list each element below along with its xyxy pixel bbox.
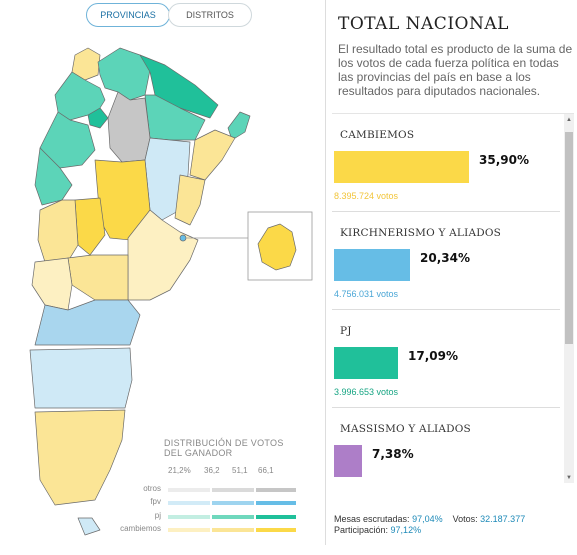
map-legend: DISTRIBUCIÓN DE VOTOS DEL GANADOR 21,2% …	[106, 436, 306, 536]
caba-inset-shape[interactable]	[257, 223, 297, 271]
province-chubut[interactable]	[29, 347, 133, 409]
votos-label: Votos:	[452, 514, 478, 524]
legend-tick: 51,1	[232, 466, 248, 475]
party-name: KIRCHNERISMO Y ALIADOS	[340, 227, 502, 239]
party-percentage: 35,90%	[479, 153, 529, 167]
province-san-luis[interactable]	[74, 197, 106, 256]
party-name: PJ	[340, 325, 352, 337]
map-panel: PROVINCIAS DISTRITOS	[29, 3, 313, 536]
legend-row-pj: pj	[154, 511, 161, 520]
province-la-pampa[interactable]	[67, 254, 129, 301]
legend-swatch	[212, 528, 254, 532]
legend-row-cambiemos: cambiemos	[120, 524, 161, 533]
legend-swatch	[168, 515, 210, 519]
province-misiones[interactable]	[227, 111, 251, 141]
party-name: MASSISMO Y ALIADOS	[340, 423, 471, 435]
scroll-down-arrow-icon[interactable]: ▼	[566, 475, 572, 481]
party-row-pj: PJ 17,09% 3.996.653 votos	[332, 310, 560, 408]
province-salta[interactable]	[97, 47, 151, 101]
province-san-juan[interactable]	[34, 147, 73, 206]
legend-swatch	[212, 488, 254, 492]
legend-tick: 66,1	[258, 466, 274, 475]
party-percentage: 17,09%	[408, 349, 458, 363]
distritos-toggle[interactable]: DISTRITOS	[168, 3, 252, 27]
party-votes: 4.756.031 votos	[334, 289, 399, 299]
party-bar	[334, 249, 410, 281]
legend-swatch	[256, 501, 296, 505]
province-corrientes[interactable]	[189, 129, 236, 181]
province-buenos-aires[interactable]	[127, 209, 199, 301]
province-neuquen[interactable]	[31, 257, 73, 311]
panel-divider	[325, 0, 326, 545]
legend-swatch	[212, 515, 254, 519]
results-description: El resultado total es producto de la sum…	[338, 42, 573, 98]
legend-tick: 21,2%	[168, 466, 191, 475]
province-santiago-del-estero[interactable]	[107, 91, 151, 163]
party-votes: 3.996.653 votos	[334, 387, 399, 397]
province-santa-cruz[interactable]	[34, 409, 126, 506]
results-scrollbar[interactable]: ▲ ▼	[564, 114, 574, 483]
party-percentage: 7,38%	[372, 447, 414, 461]
results-panel: TOTAL NACIONAL El resultado total es pro…	[326, 0, 577, 555]
province-mendoza[interactable]	[37, 199, 79, 263]
mesas-label: Mesas escrutadas:	[334, 514, 410, 524]
legend-row-fpv: fpv	[150, 497, 161, 506]
province-tierra-del-fuego[interactable]	[77, 517, 101, 536]
party-votes: 8.395.724 votos	[334, 191, 399, 201]
legend-title: DISTRIBUCIÓN DE VOTOS DEL GANADOR	[164, 438, 284, 458]
party-bar	[334, 151, 469, 183]
argentina-map	[29, 47, 313, 536]
legend-swatch	[256, 488, 296, 492]
party-percentage: 20,34%	[420, 251, 470, 265]
legend-swatch	[168, 488, 210, 492]
legend-swatch	[168, 501, 210, 505]
party-row-cambiemos: CAMBIEMOS 35,90% 8.395.724 votos	[332, 114, 560, 212]
province-la-rioja[interactable]	[39, 111, 96, 169]
participacion-label: Participación:	[334, 525, 389, 535]
results-title: TOTAL NACIONAL	[338, 14, 509, 34]
party-bar	[334, 347, 398, 379]
province-rio-negro[interactable]	[34, 299, 141, 346]
party-row-kirchnerismo: KIRCHNERISMO Y ALIADOS 20,34% 4.756.031 …	[332, 212, 560, 310]
legend-swatch	[212, 501, 254, 505]
scroll-thumb[interactable]	[565, 132, 573, 344]
mesas-value: 97,04%	[412, 514, 443, 524]
legend-tick: 36,2	[204, 466, 220, 475]
legend-swatch	[168, 528, 210, 532]
scroll-up-arrow-icon[interactable]: ▲	[566, 117, 572, 123]
province-entre-rios[interactable]	[174, 174, 206, 226]
province-formosa[interactable]	[139, 54, 219, 119]
results-list[interactable]: CAMBIEMOS 35,90% 8.395.724 votos KIRCHNE…	[332, 113, 574, 483]
legend-swatch	[256, 528, 296, 532]
legend-swatch	[256, 515, 296, 519]
party-row-massismo: MASSISMO Y ALIADOS 7,38%	[332, 408, 560, 483]
party-bar	[334, 445, 362, 477]
participacion-value: 97,12%	[390, 525, 422, 535]
provincias-toggle[interactable]: PROVINCIAS	[86, 3, 170, 27]
votos-value: 32.187.377	[480, 514, 526, 524]
caba-marker[interactable]	[179, 234, 187, 242]
counting-stats: Mesas escrutadas: 97,04% Votos: 32.187.3…	[334, 514, 525, 536]
legend-row-otros: otros	[143, 484, 161, 493]
party-name: CAMBIEMOS	[340, 129, 415, 141]
